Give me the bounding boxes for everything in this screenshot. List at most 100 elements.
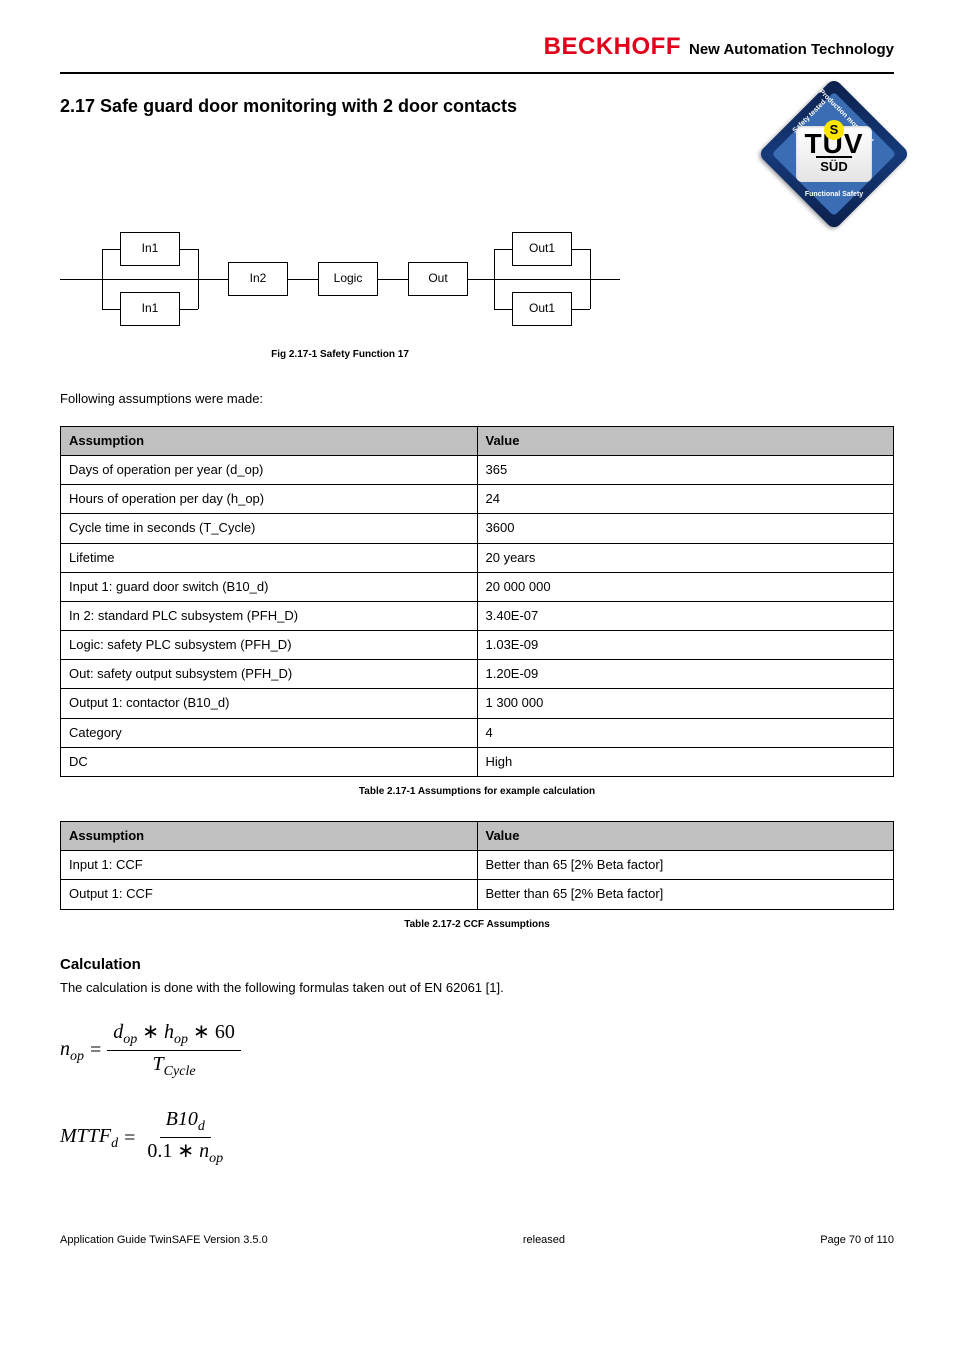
formula-sub: d (111, 1136, 118, 1151)
table-cell-value: 20 000 000 (477, 572, 894, 601)
table-cell-value: 1.20E-09 (477, 660, 894, 689)
footer-status: released (523, 1233, 565, 1248)
formula-nop: nop = dop ∗ hop ∗ 60 TCycle (60, 1021, 894, 1080)
brand-tagline: New Automation Technology (689, 39, 894, 60)
table-cell-value: 24 (477, 485, 894, 514)
diagram-line (494, 309, 512, 310)
formula-var: d (113, 1021, 123, 1043)
table2-caption: Table 2.17-2 CCF Assumptions (60, 918, 894, 932)
tuv-sub: SÜD (816, 156, 851, 176)
assumptions-intro: Following assumptions were made: (60, 390, 894, 408)
table-row: Input 1: guard door switch (B10_d)20 000… (61, 572, 894, 601)
table-cell-value: 1.03E-09 (477, 631, 894, 660)
formula-sub: op (123, 1032, 137, 1047)
table-header-assumption: Assumption (61, 822, 478, 851)
diagram-box-out1-top: Out1 (512, 232, 572, 266)
footer-page: Page 70 of 110 (820, 1233, 894, 1248)
table1-caption: Table 2.17-1 Assumptions for example cal… (60, 785, 894, 799)
tuv-core: S TÜV SÜD (796, 126, 872, 182)
formula-const: 60 (215, 1021, 235, 1043)
diagram-box-out1-bottom: Out1 (512, 292, 572, 326)
formula-sub: Cycle (164, 1064, 196, 1079)
table-cell-value: 1 300 000 (477, 689, 894, 718)
table-cell-assumption: In 2: standard PLC subsystem (PFH_D) (61, 601, 478, 630)
formula-var: h (164, 1021, 174, 1043)
brand-name: BECKHOFF (544, 30, 681, 64)
diagram-box-in2: In2 (228, 262, 288, 296)
formula-var: B10 (166, 1108, 198, 1130)
table-row: In 2: standard PLC subsystem (PFH_D)3.40… (61, 601, 894, 630)
table-cell-assumption: Cycle time in seconds (T_Cycle) (61, 514, 478, 543)
table-row: Output 1: contactor (B10_d)1 300 000 (61, 689, 894, 718)
section-number: 2.17 (60, 96, 95, 116)
table-header-value: Value (477, 822, 894, 851)
equals-sign: = (124, 1124, 135, 1152)
footer-doc: Application Guide TwinSAFE Version 3.5.0 (60, 1233, 268, 1248)
diagram-line (590, 249, 591, 309)
diagram-box-out: Out (408, 262, 468, 296)
assumptions-table: Assumption Value Days of operation per y… (60, 426, 894, 777)
calculation-heading: Calculation (60, 954, 894, 975)
formula-denominator: TCycle (147, 1051, 202, 1080)
section-title-text: Safe guard door monitoring with 2 door c… (95, 96, 517, 116)
formula-var: n (199, 1140, 209, 1162)
section-heading-block: 2.17 Safe guard door monitoring with 2 d… (60, 94, 517, 131)
diagram-line (572, 309, 590, 310)
table-cell-assumption: Output 1: contactor (B10_d) (61, 689, 478, 718)
table-row: DCHigh (61, 747, 894, 776)
table-cell-value: Better than 65 [2% Beta factor] (477, 880, 894, 909)
formula-sub: op (209, 1151, 223, 1166)
diagram-line (494, 249, 495, 309)
tuv-label-bottom: Functional Safety (805, 190, 863, 200)
diagram-box-logic: Logic (318, 262, 378, 296)
table-cell-assumption: Input 1: guard door switch (B10_d) (61, 572, 478, 601)
diagram-line (102, 309, 120, 310)
table-row: Hours of operation per day (h_op)24 (61, 485, 894, 514)
diagram-line (102, 249, 120, 250)
tuv-s-mark: S (824, 120, 844, 140)
formula-const: 0.1 (147, 1140, 172, 1162)
table-cell-value: High (477, 747, 894, 776)
formula-denominator: 0.1 ∗ nop (141, 1138, 229, 1167)
table-cell-assumption: Out: safety output subsystem (PFH_D) (61, 660, 478, 689)
formula-lhs: MTTFd (60, 1122, 118, 1154)
table-cell-assumption: DC (61, 747, 478, 776)
formula-sub: op (70, 1049, 84, 1064)
formula-sub: op (174, 1032, 188, 1047)
formula-numerator: dop ∗ hop ∗ 60 (107, 1021, 241, 1051)
formula-sub: d (198, 1119, 205, 1134)
tuv-badge: Safety tested Production monitored Funct… (774, 94, 894, 214)
table-cell-value: 3.40E-07 (477, 601, 894, 630)
diagram-line (494, 249, 512, 250)
table-row: Category4 (61, 718, 894, 747)
table-cell-assumption: Input 1: CCF (61, 851, 478, 880)
page-header: BECKHOFF New Automation Technology (60, 30, 894, 74)
table-cell-assumption: Days of operation per year (d_op) (61, 455, 478, 484)
diagram-box-in1-bottom: In1 (120, 292, 180, 326)
table-header-value: Value (477, 426, 894, 455)
diagram-line (180, 249, 198, 250)
table-row: Input 1: CCFBetter than 65 [2% Beta fact… (61, 851, 894, 880)
calculation-text: The calculation is done with the followi… (60, 979, 894, 997)
table-row: Output 1: CCFBetter than 65 [2% Beta fac… (61, 880, 894, 909)
table-header-row: Assumption Value (61, 426, 894, 455)
formula-var: T (153, 1053, 164, 1075)
diagram-line (572, 249, 590, 250)
page-footer: Application Guide TwinSAFE Version 3.5.0… (60, 1227, 894, 1248)
table-cell-value: 4 (477, 718, 894, 747)
diagram-box-in1-top: In1 (120, 232, 180, 266)
table-cell-value: Better than 65 [2% Beta factor] (477, 851, 894, 880)
formula-var: n (60, 1038, 70, 1060)
section-heading: 2.17 Safe guard door monitoring with 2 d… (60, 94, 517, 119)
top-row: 2.17 Safe guard door monitoring with 2 d… (60, 94, 894, 214)
ccf-table: Assumption Value Input 1: CCFBetter than… (60, 821, 894, 910)
table-cell-value: 365 (477, 455, 894, 484)
table-cell-assumption: Lifetime (61, 543, 478, 572)
table-cell-assumption: Output 1: CCF (61, 880, 478, 909)
formula-var: MTTF (60, 1125, 111, 1147)
table-cell-value: 20 years (477, 543, 894, 572)
formula-fraction: dop ∗ hop ∗ 60 TCycle (107, 1021, 241, 1080)
table-header-assumption: Assumption (61, 426, 478, 455)
table-cell-assumption: Hours of operation per day (h_op) (61, 485, 478, 514)
table-cell-value: 3600 (477, 514, 894, 543)
